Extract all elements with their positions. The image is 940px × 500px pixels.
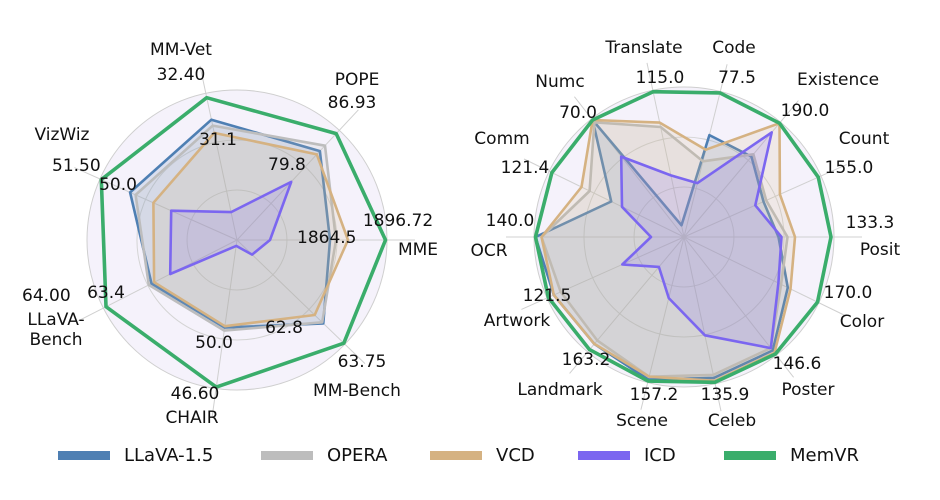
series-opera: [134, 124, 338, 332]
axis-label-numc: Numc: [535, 72, 584, 92]
axis-label-color: Color: [840, 312, 884, 332]
legend-swatch-memvr: [724, 450, 776, 460]
series-memvr: [533, 89, 833, 385]
inner-value-pope: 79.8: [268, 155, 306, 175]
inner-value-mme: 1864.5: [297, 228, 356, 248]
axis-label-chair: CHAIR: [165, 408, 218, 428]
axis-label-mm-vet: MM-Vet: [150, 40, 212, 60]
max-value-mme: 1896.72: [363, 211, 433, 231]
axis-label-mm-bench: MM-Bench: [313, 381, 401, 401]
max-value-ocr: 140.0: [486, 211, 535, 231]
series-icd: [168, 180, 293, 276]
axis-label-ocr: OCR: [470, 241, 507, 261]
max-value-celeb: 135.9: [701, 385, 750, 405]
max-value-mm-bench: 63.75: [338, 352, 387, 372]
axis-label-count: Count: [839, 129, 890, 149]
max-value-code: 77.5: [718, 68, 756, 88]
series-memvr: [99, 95, 388, 389]
legend-item-opera: OPERA: [261, 440, 388, 470]
axis-label-celeb: Celeb: [708, 411, 756, 431]
legend-swatch-vcd: [430, 450, 482, 460]
axis-label-landmark: Landmark: [517, 380, 602, 400]
legend-label-llava: LLaVA-1.5: [124, 444, 214, 466]
max-value-vizwiz: 51.50: [52, 156, 101, 176]
axis-label-code: Code: [712, 38, 756, 58]
max-value-artwork: 121.5: [523, 286, 572, 306]
series-vcd: [152, 131, 350, 328]
axis-label-pope: POPE: [335, 70, 380, 90]
axis-label-line: LLaVA-: [27, 310, 84, 330]
max-value-mm-vet: 32.40: [157, 65, 206, 85]
axis-label-line: Bench: [29, 330, 82, 350]
axis-label-artwork: Artwork: [484, 311, 551, 331]
legend-item-memvr: MemVR: [724, 440, 859, 470]
axis-label-posit: Posit: [860, 240, 901, 260]
spoke-pope: [236, 109, 359, 241]
max-value-color: 170.0: [824, 283, 873, 303]
max-value-count: 155.0: [825, 158, 874, 178]
inner-value-mm-bench: 62.8: [265, 318, 303, 338]
inner-value-llava-bench: 63.4: [87, 283, 125, 303]
inner-value-chair: 50.0: [195, 333, 233, 353]
inner-value-vizwiz: 50.0: [99, 175, 137, 195]
inner-value-mm-vet: 31.1: [199, 130, 237, 150]
legend-label-icd: ICD: [644, 444, 676, 466]
max-value-poster: 146.6: [773, 354, 822, 374]
max-value-numc: 70.0: [559, 103, 597, 123]
legend-label-memvr: MemVR: [790, 444, 859, 466]
max-value-landmark: 163.2: [562, 350, 611, 370]
radar-charts-canvas: MME MM-Bench CHAIR LLaVA-Bench VizWiz MM-Vet P…: [22, 38, 900, 431]
axis-label-scene: Scene: [616, 411, 668, 431]
legend: LLaVA-1.5 OPERA VCD ICD MemVR: [0, 440, 940, 470]
max-value-translate: 115.0: [636, 68, 685, 88]
max-value-scene: 157.2: [630, 385, 679, 405]
axis-label-vizwiz: VizWiz: [35, 125, 90, 145]
max-value-comm: 121.4: [501, 158, 550, 178]
axis-label-poster: Poster: [781, 380, 834, 400]
max-value-posit: 133.3: [846, 213, 895, 233]
legend-item-icd: ICD: [578, 440, 676, 470]
radar-chart-1: MME MM-Bench CHAIR LLaVA-Bench VizWiz MM-Vet P…: [22, 40, 438, 428]
legend-item-llava: LLaVA-1.5: [58, 440, 213, 470]
axis-label-translate: Translate: [604, 38, 682, 58]
axis-label-comm: Comm: [474, 129, 529, 149]
axis-label-existence: Existence: [797, 70, 879, 90]
legend-swatch-llava: [58, 450, 110, 460]
max-value-chair: 46.60: [171, 384, 220, 404]
legend-swatch-opera: [261, 450, 313, 460]
legend-label-vcd: VCD: [496, 444, 535, 466]
legend-label-opera: OPERA: [327, 444, 388, 466]
radar-chart-2: Posit Color Poster Celeb Scene Landmark Artwor…: [470, 38, 900, 431]
max-value-pope: 86.93: [328, 93, 377, 113]
legend-swatch-icd: [578, 450, 630, 460]
series-icd: [619, 131, 783, 350]
axis-label-llava-bench: LLaVA-Bench: [27, 310, 84, 350]
max-value-llava-bench: 64.00: [22, 286, 71, 306]
legend-item-vcd: VCD: [430, 440, 535, 470]
max-value-existence: 190.0: [781, 101, 830, 121]
axis-label-mme: MME: [398, 240, 438, 260]
